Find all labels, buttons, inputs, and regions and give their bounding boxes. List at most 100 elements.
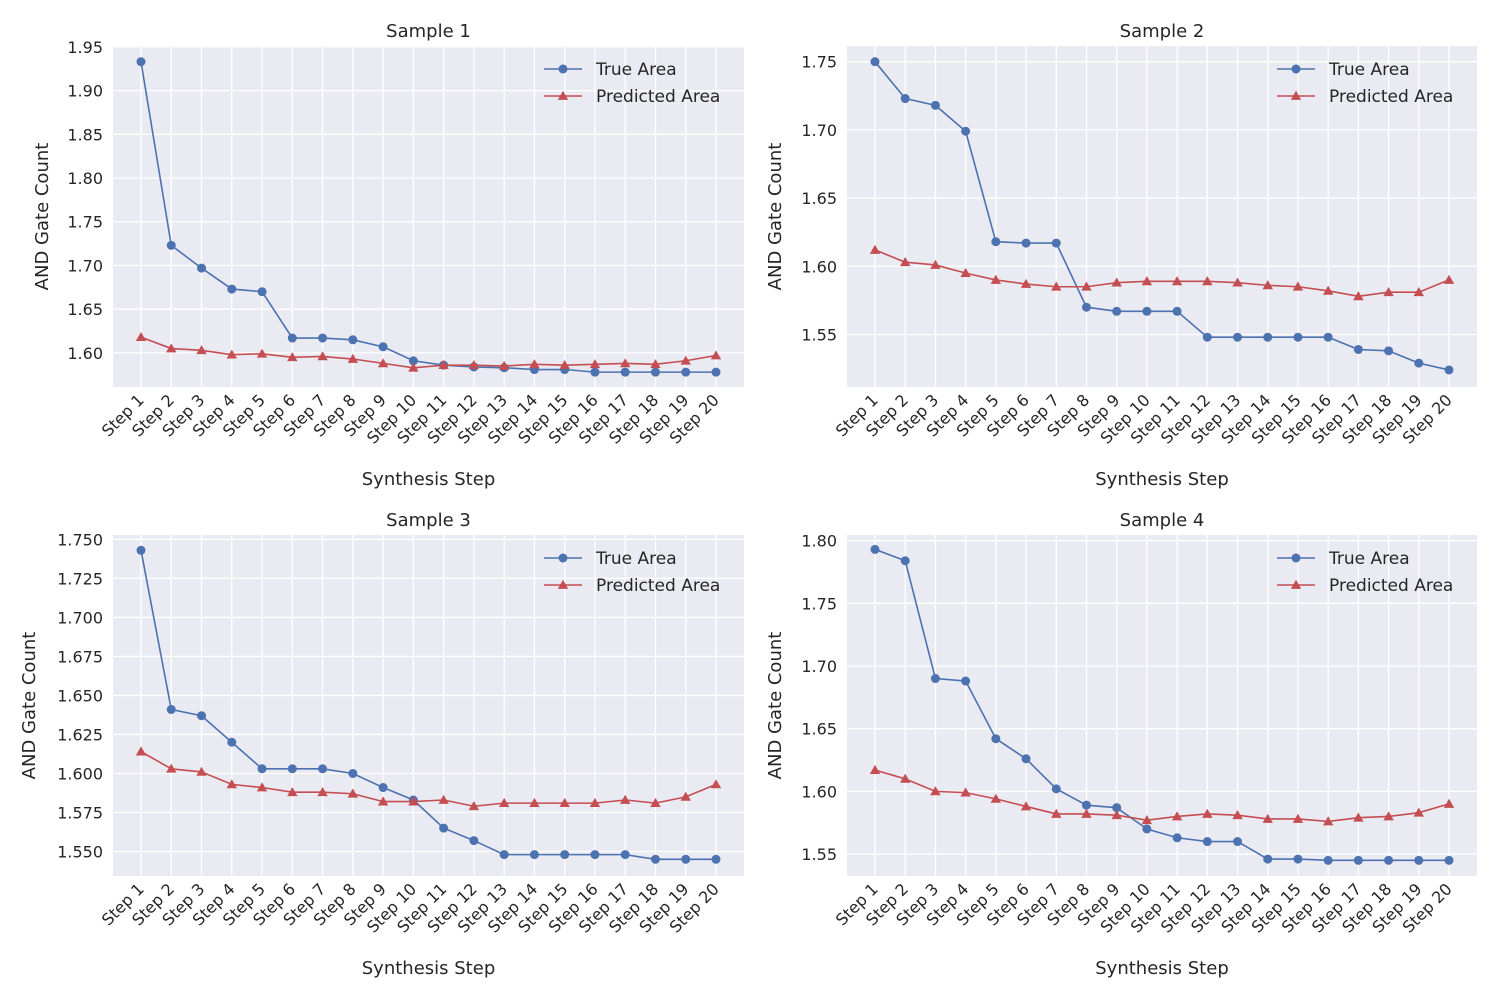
- plot-area: [113, 46, 744, 387]
- data-point-true-area: [408, 356, 418, 366]
- y-tick-label: 1.70: [67, 256, 103, 275]
- data-point-true-area: [991, 734, 1001, 744]
- data-point-predicted-area: [559, 359, 570, 370]
- legend-label-predicted-area: Predicted Area: [596, 576, 720, 596]
- legend-label-true-area: True Area: [595, 60, 677, 80]
- data-point-true-area: [711, 367, 721, 377]
- data-point-true-area: [1142, 306, 1152, 316]
- y-tick-label: 1.750: [57, 530, 103, 549]
- y-tick-label: 1.55: [801, 325, 837, 344]
- data-point-true-area: [469, 836, 479, 846]
- data-point-predicted-area: [377, 796, 389, 806]
- legend-marker-predicted-area: [1290, 579, 1302, 589]
- data-point-predicted-area: [287, 786, 298, 797]
- data-point-predicted-area: [930, 259, 941, 269]
- x-axis-label: Synthesis Step: [1095, 958, 1229, 979]
- y-tick-label: 1.650: [57, 686, 103, 705]
- x-axis-label: Synthesis Step: [362, 958, 496, 979]
- data-point-predicted-area: [1292, 281, 1304, 291]
- plot-area: [847, 46, 1477, 387]
- data-point-predicted-area: [900, 773, 911, 783]
- y-tick-label: 1.75: [801, 594, 837, 613]
- y-tick-label: 1.80: [67, 169, 103, 188]
- data-point-true-area: [620, 850, 630, 860]
- data-point-true-area: [1081, 800, 1091, 810]
- data-point-predicted-area: [650, 359, 661, 369]
- legend-marker-true-area: [558, 64, 568, 74]
- data-point-predicted-area: [529, 797, 540, 808]
- data-point-true-area: [1051, 784, 1061, 794]
- data-point-predicted-area: [1081, 281, 1092, 291]
- legend-marker-predicted-area: [557, 579, 569, 589]
- data-point-predicted-area: [1413, 287, 1424, 297]
- data-point-true-area: [1202, 837, 1212, 847]
- data-point-true-area: [529, 850, 539, 860]
- data-point-true-area: [1323, 332, 1333, 342]
- data-point-true-area: [870, 544, 880, 554]
- data-point-predicted-area: [135, 331, 147, 342]
- data-point-predicted-area: [710, 350, 722, 360]
- data-point-true-area: [1172, 306, 1182, 316]
- plot-area: [847, 535, 1477, 876]
- y-tick-label: 1.60: [801, 257, 837, 276]
- y-tick-label: 1.60: [801, 782, 837, 801]
- data-point-true-area: [318, 333, 328, 343]
- data-point-predicted-area: [438, 359, 449, 370]
- data-point-predicted-area: [710, 779, 722, 789]
- data-point-predicted-area: [1111, 277, 1122, 287]
- data-point-true-area: [1021, 754, 1031, 764]
- data-point-predicted-area: [1353, 291, 1364, 301]
- y-tick-label: 1.575: [57, 803, 103, 822]
- data-point-true-area: [318, 764, 328, 774]
- legend-label-predicted-area: Predicted Area: [1329, 576, 1453, 596]
- data-point-true-area: [1444, 365, 1454, 375]
- data-point-predicted-area: [529, 359, 540, 369]
- data-point-predicted-area: [347, 353, 359, 363]
- data-point-predicted-area: [589, 359, 601, 369]
- data-point-predicted-area: [408, 362, 419, 372]
- data-point-true-area: [961, 676, 971, 686]
- y-tick-label: 1.60: [67, 344, 103, 363]
- data-point-true-area: [136, 57, 146, 67]
- data-point-predicted-area: [900, 256, 911, 267]
- data-point-predicted-area: [408, 796, 419, 806]
- data-point-predicted-area: [990, 274, 1002, 284]
- data-point-predicted-area: [869, 244, 881, 254]
- legend-marker-true-area: [1291, 64, 1301, 74]
- data-point-predicted-area: [1353, 812, 1364, 822]
- data-point-predicted-area: [498, 797, 510, 808]
- data-point-true-area: [197, 711, 207, 721]
- data-point-true-area: [900, 556, 910, 566]
- legend-label-predicted-area: Predicted Area: [596, 87, 720, 107]
- data-point-true-area: [1233, 332, 1243, 342]
- data-point-true-area: [930, 100, 940, 110]
- data-point-true-area: [650, 367, 660, 377]
- data-point-true-area: [257, 287, 267, 297]
- data-point-true-area: [1353, 344, 1363, 354]
- data-point-predicted-area: [1262, 813, 1273, 823]
- legend-label-predicted-area: Predicted Area: [1329, 87, 1453, 107]
- data-point-true-area: [1293, 332, 1303, 342]
- data-point-true-area: [681, 367, 691, 377]
- data-point-predicted-area: [1413, 807, 1424, 817]
- data-point-true-area: [870, 57, 880, 67]
- y-axis-label: AND Gate Count: [32, 143, 53, 291]
- data-point-predicted-area: [196, 766, 207, 776]
- data-point-predicted-area: [680, 791, 691, 801]
- plot-area: [113, 535, 744, 876]
- data-point-predicted-area: [559, 797, 570, 808]
- series-line-true-area: [140, 550, 716, 861]
- data-point-predicted-area: [1292, 813, 1304, 823]
- series-line-predicted-area: [140, 750, 717, 808]
- data-point-true-area: [590, 367, 600, 377]
- data-point-predicted-area: [1443, 274, 1455, 284]
- data-point-true-area: [1414, 358, 1424, 368]
- data-point-predicted-area: [135, 746, 147, 756]
- data-point-true-area: [560, 850, 570, 860]
- data-point-predicted-area: [256, 348, 268, 358]
- y-tick-label: 1.90: [67, 82, 103, 101]
